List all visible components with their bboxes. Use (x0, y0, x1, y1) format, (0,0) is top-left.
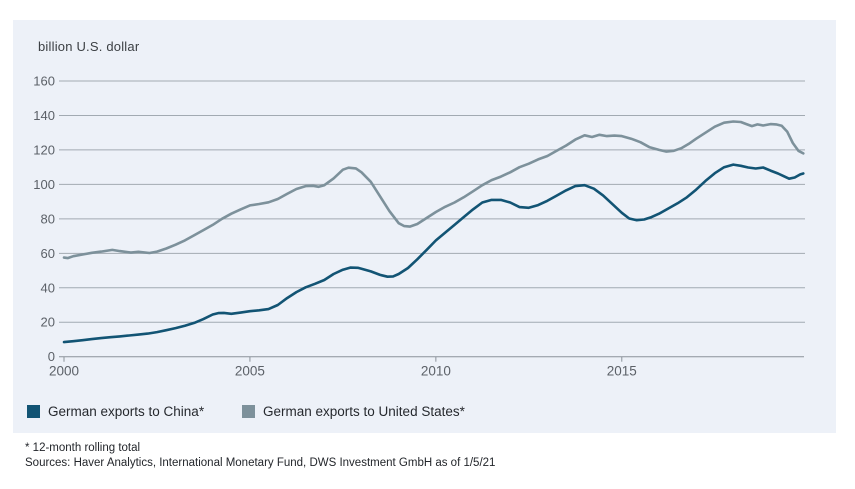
x-tick-label-2010: 2010 (421, 364, 451, 379)
x-tick-label-2005: 2005 (235, 364, 265, 379)
legend-item-china: German exports to China* (27, 403, 205, 419)
axis-unit-label: billion U.S. dollar (38, 39, 140, 54)
china-series-swatch (27, 404, 40, 418)
y-tick-label-80: 80 (41, 211, 55, 226)
footnote-sources: Sources: Haver Analytics, International … (25, 457, 496, 469)
y-tick-label-100: 100 (33, 177, 55, 192)
y-tick-label-20: 20 (41, 315, 55, 330)
chart-panel: billion U.S. dollar 0 20 40 60 80 100 120 140 16… (13, 20, 836, 433)
y-tick-label-160: 160 (33, 74, 55, 89)
series-line-china (62, 163, 805, 344)
x-tick-label-2000: 2000 (49, 364, 79, 379)
y-tick-label-140: 140 (33, 108, 55, 123)
y-tick-label-0: 0 (48, 349, 55, 364)
y-tick-label-40: 40 (41, 280, 55, 295)
legend-item-united-states: German exports to United States* (242, 403, 465, 419)
legend-label-china: German exports to China* (48, 403, 205, 419)
us-series-swatch (242, 404, 255, 418)
footnote-rolling-total: * 12-month rolling total (25, 442, 141, 454)
x-tick-label-2015: 2015 (607, 364, 637, 379)
y-tick-label-120: 120 (33, 142, 55, 157)
y-tick-label-60: 60 (41, 246, 55, 261)
legend-label-united-states: German exports to United States* (263, 403, 465, 419)
line-chart: 0 20 40 60 80 100 120 140 160 2000 2005 2010 2015 (33, 74, 805, 379)
footnote: * 12-month rolling total Sources: Haver … (25, 441, 495, 471)
series-line-united-states (62, 120, 805, 260)
